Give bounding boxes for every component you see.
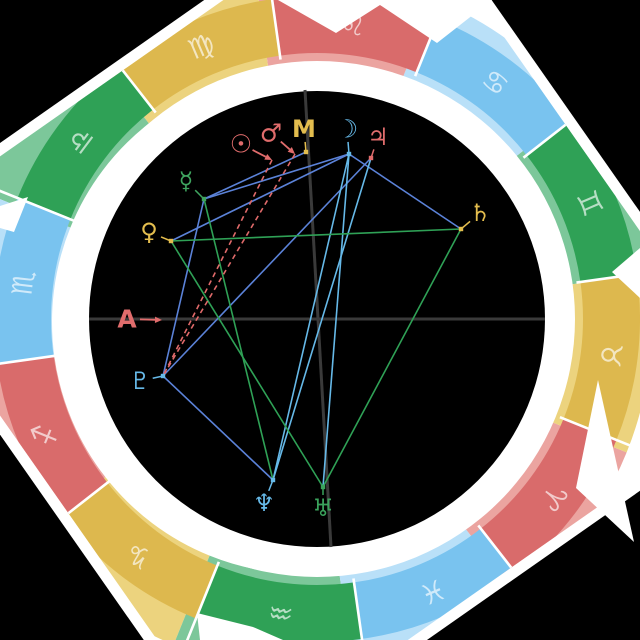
aspect-mercury-mc [203,151,307,200]
aspect-mercury-moon [203,153,350,200]
anchor-dot-uranus [320,484,326,490]
zodiac-segment-pisces[interactable] [354,528,516,639]
aspect-jupiter-pluto [162,157,372,377]
zodiac-segment-aquarius[interactable] [196,565,362,640]
connector-sun [252,149,267,158]
aspect-venus-uranus [170,240,324,488]
anchor-dot-pluto [160,373,166,379]
anchor-dot-mc [303,149,309,155]
cusp-arrow-top [278,0,492,43]
planet-moon-glyph[interactable]: ☽ [336,115,358,144]
zodiac-segment-virgo[interactable] [118,0,280,110]
cusp-arrow-bottom [197,613,283,640]
connector-mars [280,140,291,151]
planet-asc-glyph[interactable]: A [117,305,137,334]
connector-arrowhead-mars [287,146,295,154]
cusp-separator [0,354,58,370]
zodiac-segment-taurus[interactable] [563,274,640,440]
cusp-arrow-bottom-right [576,380,634,542]
zodiac-glyph-aquarius: ♒ [266,595,295,631]
planet-pluto-glyph[interactable]: ♇ [129,367,151,395]
planet-markers: ☉ ♂ ☿ ♀ M ☽ ♃ ♄ ♇ ♆ ♅ A [117,115,490,523]
aspect-sun-pluto [162,159,273,377]
connector-arrowhead-sun [264,153,272,160]
planet-mc-glyph[interactable]: M [292,115,316,143]
planet-mars-glyph[interactable]: ♂ [260,119,282,148]
cusp-arrow-left [0,197,28,232]
anchor-dot-jupiter [368,155,374,161]
aspect-saturn-uranus [322,228,462,488]
cusp-separator [0,185,75,223]
aspect-mercury-neptune [203,198,274,481]
cusp-arrow-right [612,248,640,298]
cusp-separator [352,578,368,640]
zodiac-glyph-scorpio: ♏ [5,268,41,297]
aspect-pluto-neptune [162,375,274,481]
planet-venus-glyph[interactable]: ♀ [140,218,158,246]
zodiac-segment-scorpio[interactable] [0,198,71,364]
aspect-moon-uranus [322,153,350,488]
connector-arrowhead-asc [154,316,162,323]
aspect-venus-moon [170,153,350,242]
anchor-dot-mercury [201,196,207,202]
planet-jupiter-glyph[interactable]: ♃ [367,123,389,151]
zodiac-segment-libra[interactable] [17,64,154,220]
zodiac-segment-sagittarius[interactable] [0,356,108,518]
zodiac-glyph-taurus: ♉ [593,341,629,370]
planet-sun-glyph[interactable]: ☉ [230,130,252,159]
planet-mercury-glyph[interactable]: ☿ [179,167,194,195]
aspect-mars-pluto [162,153,296,377]
aspect-venus-saturn [170,228,462,242]
zodiac-segment-cancer[interactable] [416,19,572,156]
planet-neptune-glyph[interactable]: ♆ [253,489,275,517]
cusp-separator [266,0,282,60]
anchor-dot-venus [168,238,174,244]
aspect-lines [162,151,462,488]
aspect-jupiter-neptune [272,157,372,481]
anchor-dot-saturn [458,226,464,232]
zodiac-segment-capricorn[interactable] [62,482,218,619]
planet-uranus-glyph[interactable]: ♅ [312,494,334,522]
anchor-dot-moon [346,151,352,157]
planet-saturn-glyph[interactable]: ♄ [469,199,491,227]
zodiac-segment-gemini[interactable] [526,120,637,282]
anchor-dot-neptune [270,477,276,483]
cusp-separator [183,561,221,640]
